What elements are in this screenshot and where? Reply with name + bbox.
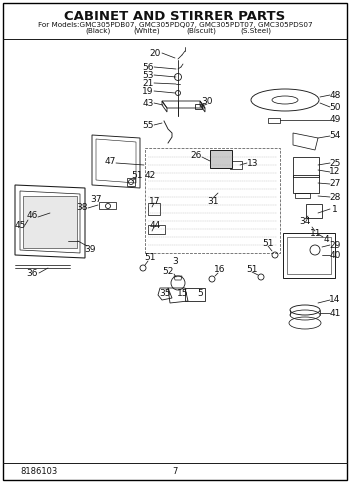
Bar (195, 104, 202, 109)
Text: 56: 56 (142, 62, 154, 71)
Text: 11: 11 (310, 228, 322, 238)
Bar (145, 148, 280, 253)
Text: 17: 17 (149, 197, 161, 205)
Bar (230, 161, 242, 169)
Text: 14: 14 (329, 296, 341, 304)
Bar (306, 204, 322, 218)
Text: 13: 13 (247, 158, 259, 168)
Text: 47: 47 (104, 156, 116, 166)
Text: 45: 45 (14, 221, 26, 229)
Text: 34: 34 (299, 216, 311, 226)
Text: 5: 5 (197, 288, 203, 298)
Text: For Models:GMC305PDB07, GMC305PDQ07, GMC305PDT07, GMC305PDS07: For Models:GMC305PDB07, GMC305PDQ07, GMC… (38, 22, 312, 28)
Text: 15: 15 (177, 288, 189, 298)
Text: 7: 7 (172, 468, 178, 477)
Text: 27: 27 (329, 180, 341, 188)
Text: 41: 41 (329, 309, 341, 317)
Text: 29: 29 (329, 241, 341, 250)
Bar (293, 175, 319, 193)
Text: 55: 55 (142, 120, 154, 129)
Text: 51: 51 (131, 171, 143, 181)
Text: 51: 51 (246, 265, 258, 273)
Text: 44: 44 (149, 221, 161, 229)
Text: 46: 46 (26, 211, 38, 219)
Text: 50: 50 (329, 102, 341, 112)
Bar (287, 237, 331, 274)
Text: 35: 35 (159, 288, 171, 298)
Text: (Black): (Black) (85, 28, 111, 34)
Text: CABINET AND STIRRER PARTS: CABINET AND STIRRER PARTS (64, 11, 286, 24)
Text: 8186103: 8186103 (20, 468, 57, 477)
Text: 16: 16 (214, 266, 226, 274)
Text: 49: 49 (329, 115, 341, 125)
Text: 37: 37 (90, 195, 102, 203)
Text: 19: 19 (142, 86, 154, 96)
Text: 38: 38 (76, 203, 88, 213)
Text: 48: 48 (329, 90, 341, 99)
Text: 1: 1 (332, 204, 338, 213)
Text: 36: 36 (26, 269, 38, 278)
Text: 51: 51 (262, 239, 274, 247)
Text: 21: 21 (142, 79, 154, 87)
Text: 42: 42 (144, 171, 156, 181)
Text: (Biscuit): (Biscuit) (186, 28, 216, 34)
Text: 31: 31 (207, 197, 219, 205)
Bar (210, 150, 232, 168)
Bar (293, 157, 319, 177)
Bar (23, 196, 77, 248)
Text: 3: 3 (172, 256, 178, 266)
Text: 20: 20 (149, 48, 161, 57)
Text: 39: 39 (84, 244, 96, 254)
Text: (White): (White) (134, 28, 160, 34)
Text: 28: 28 (329, 193, 341, 201)
Text: 25: 25 (329, 158, 341, 168)
Text: 53: 53 (142, 71, 154, 80)
Text: 51: 51 (144, 254, 156, 262)
Text: (S.Steel): (S.Steel) (240, 28, 271, 34)
Text: 4: 4 (323, 235, 329, 243)
Text: 54: 54 (329, 131, 341, 141)
Text: 52: 52 (162, 267, 174, 275)
Text: 43: 43 (142, 99, 154, 108)
Bar (283, 233, 335, 278)
Text: 40: 40 (329, 251, 341, 259)
Text: 26: 26 (190, 151, 202, 159)
Text: 12: 12 (329, 168, 341, 176)
Text: 30: 30 (201, 98, 213, 106)
